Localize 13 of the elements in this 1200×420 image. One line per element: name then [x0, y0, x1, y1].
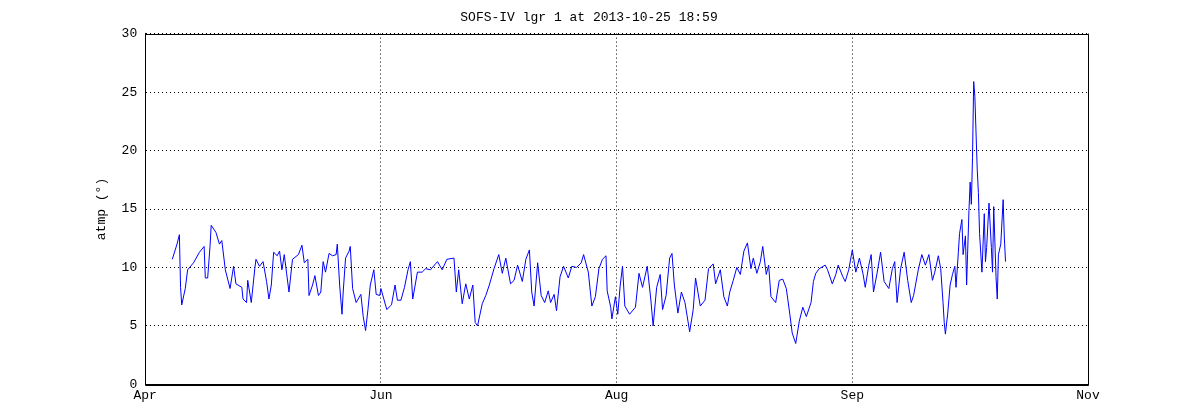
x-tick-label: Sep [840, 387, 864, 403]
x-tick-label: Apr [133, 387, 157, 403]
chart-title: SOFS-IV lgr 1 at 2013-10-25 18:59 [460, 10, 718, 26]
x-tick-label: Aug [604, 387, 629, 403]
y-axis-title: atmp (°) [94, 177, 110, 241]
y-tick-label: 15 [121, 201, 138, 217]
y-tick-label: 20 [121, 142, 138, 158]
y-tick-label: 30 [121, 26, 138, 42]
x-tick-label: Jun [369, 387, 393, 403]
y-tick-label: 10 [121, 259, 138, 275]
x-tick-label: Nov [1076, 387, 1100, 403]
y-tick-label: 25 [121, 84, 138, 100]
y-tick-label: 5 [129, 318, 138, 334]
